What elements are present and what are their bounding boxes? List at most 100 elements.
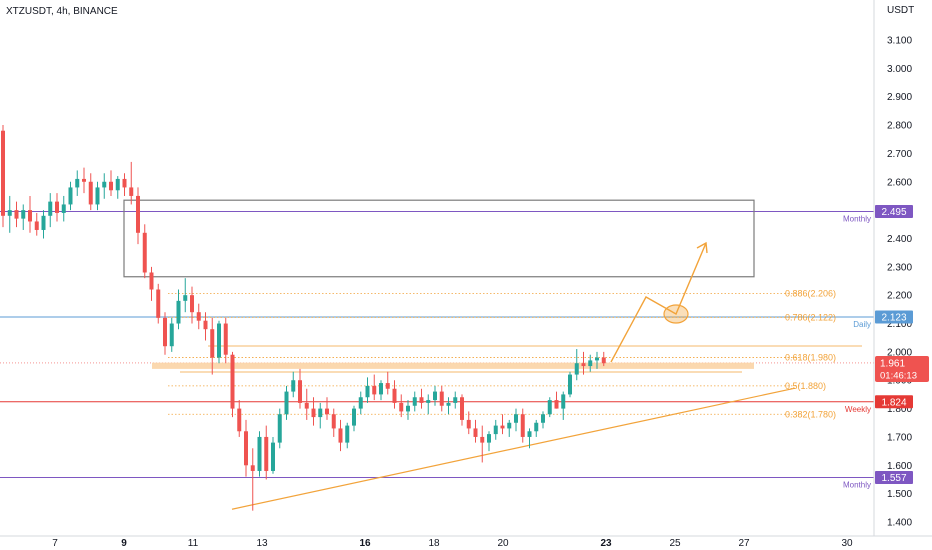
candle-body — [156, 289, 161, 318]
level-badge-text: 2.495 — [881, 207, 906, 218]
candle-body — [406, 405, 410, 412]
drawings — [123, 199, 862, 510]
candle-body — [115, 178, 120, 191]
candle — [595, 351, 599, 369]
candle — [466, 411, 471, 435]
chart-title: XTZUSDT, 4h, BINANCE — [6, 6, 118, 17]
candle-body — [55, 201, 59, 213]
candle — [412, 391, 417, 412]
candle — [345, 422, 350, 449]
candle-body — [466, 419, 471, 429]
candle-body — [453, 397, 458, 403]
projection-arrowhead — [696, 241, 708, 254]
candle — [136, 187, 140, 245]
candle-body — [338, 428, 343, 443]
candle-body — [304, 402, 309, 409]
x-tick-label: 18 — [428, 538, 440, 549]
candle — [223, 317, 228, 364]
candle-body — [581, 363, 586, 367]
candle — [304, 388, 309, 420]
candle — [61, 195, 66, 222]
candle — [311, 397, 316, 426]
candle — [203, 312, 208, 341]
candle — [190, 286, 194, 324]
candle — [298, 368, 302, 409]
candle — [379, 380, 383, 401]
candle-body — [541, 414, 545, 423]
candle — [365, 377, 370, 403]
candle-body — [446, 402, 451, 406]
candle-body — [230, 354, 235, 409]
candle — [385, 371, 390, 395]
x-tick-label: 13 — [256, 538, 268, 549]
y-tick-label: 2.600 — [887, 177, 912, 188]
candle-body — [601, 357, 606, 364]
candle — [122, 173, 127, 196]
fib-label: 0.786(2.122) — [785, 312, 836, 322]
horizontal-levels: Monthly Daily Weekly Monthly — [0, 211, 874, 489]
candle-body — [102, 181, 107, 188]
y-tick-label: 2.300 — [887, 262, 912, 273]
candle-body — [331, 414, 336, 429]
candle-body — [372, 385, 377, 395]
candle-body — [345, 425, 350, 443]
candle — [250, 448, 255, 511]
candle-body — [61, 204, 66, 213]
candle-body — [480, 436, 485, 443]
candle — [554, 391, 559, 409]
candle-body — [1, 130, 5, 216]
y-tick-label: 3.000 — [887, 64, 912, 75]
candle — [237, 400, 242, 437]
candle — [352, 405, 356, 432]
candle-body — [264, 436, 269, 471]
candle — [183, 278, 188, 313]
candle-body — [352, 408, 356, 426]
y-tick-label: 2.700 — [887, 149, 912, 160]
resistance-box — [123, 199, 755, 278]
ascending-trendline — [231, 387, 796, 510]
candle — [318, 402, 323, 429]
fibonacci-levels: 0.886(2.206) 0.786(2.122) 0.618(1.980) 0.5(… — [168, 288, 836, 419]
candle — [433, 385, 437, 406]
candle — [230, 351, 235, 418]
candle-body — [217, 323, 221, 358]
candle — [473, 419, 478, 443]
fib-label: 0.382(1.780) — [785, 409, 836, 419]
projection-path — [610, 242, 707, 363]
candles — [1, 125, 606, 511]
candle — [534, 419, 539, 437]
candle — [419, 388, 424, 409]
candle — [338, 419, 343, 452]
candle-body — [88, 181, 93, 205]
y-tick-label: 1.500 — [887, 489, 912, 500]
candle — [34, 212, 39, 236]
candle-body — [433, 391, 437, 401]
candle — [588, 354, 593, 372]
candle-body — [561, 394, 566, 409]
candle — [446, 397, 451, 415]
candle — [291, 371, 296, 398]
candle-body — [14, 210, 19, 219]
level-badge — [875, 470, 913, 484]
x-tick-label: 30 — [841, 538, 853, 549]
candle-body — [169, 323, 174, 347]
candle-body — [291, 380, 296, 392]
candle-body — [68, 187, 73, 205]
candle-body — [460, 397, 464, 420]
candle-body — [129, 187, 134, 196]
candle — [88, 173, 93, 211]
candle-body — [527, 431, 532, 437]
candle — [561, 391, 566, 420]
candle-body — [250, 465, 255, 471]
candle — [41, 210, 46, 239]
fib-label: 0.5(1.880) — [785, 381, 826, 391]
candle — [493, 419, 498, 440]
candle-body — [28, 210, 32, 222]
candle-body — [399, 402, 404, 412]
candle-body — [554, 400, 559, 409]
x-tick-label: 11 — [188, 538, 199, 549]
candle — [568, 371, 572, 398]
